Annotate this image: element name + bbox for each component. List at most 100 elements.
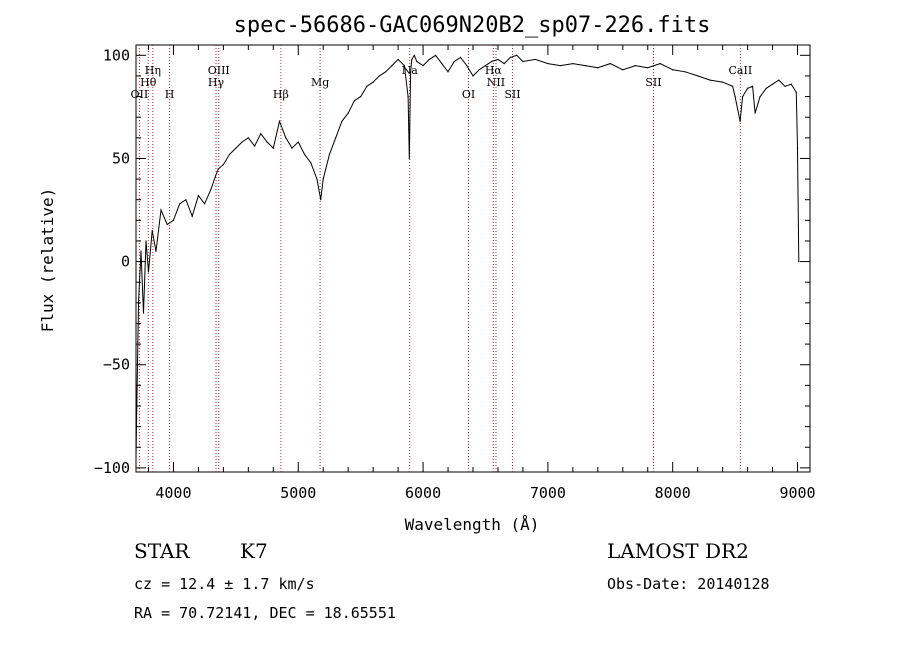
spectrum-point xyxy=(320,199,321,200)
spectrum-point xyxy=(185,199,186,200)
obs-date: Obs-Date: 20140128 xyxy=(607,575,770,593)
spectrum-point xyxy=(143,313,144,314)
spectrum-point xyxy=(647,67,648,68)
spectrum-point xyxy=(784,86,785,87)
y-axis-label: Flux (relative) xyxy=(38,188,57,333)
emission-line-label: Hα xyxy=(485,64,503,77)
spectrum-point xyxy=(759,96,760,97)
spectrum-point xyxy=(379,75,380,76)
spectrum-point xyxy=(491,61,492,62)
emission-line-label: OIII xyxy=(208,64,230,77)
object-class: STAR xyxy=(134,539,189,563)
x-tick-label: 6000 xyxy=(405,484,441,502)
spectrum-point xyxy=(210,189,211,190)
spectrum-point xyxy=(235,148,236,149)
spectrum-point xyxy=(472,75,473,76)
spectrum-point xyxy=(510,57,511,58)
spectrum-point xyxy=(298,141,299,142)
spectrum-point xyxy=(522,61,523,62)
spectrum-point xyxy=(535,59,536,60)
spectrum-point xyxy=(248,137,249,138)
spectrum-point xyxy=(560,65,561,66)
spectrum-point xyxy=(310,162,311,163)
spectrum-point xyxy=(622,69,623,70)
spectrum-point xyxy=(791,84,792,85)
spectrum-point xyxy=(335,137,336,138)
emission-line-label: OI xyxy=(462,88,475,101)
spectrum-point xyxy=(316,178,317,179)
spectrum-point xyxy=(504,63,505,64)
y-tick-label: 50 xyxy=(112,149,130,167)
spectrum-point xyxy=(218,168,219,169)
spectrum-point xyxy=(441,63,442,64)
spectrum-point xyxy=(373,82,374,83)
emission-line-label: Hβ xyxy=(273,88,289,101)
spectrum-point xyxy=(155,251,156,252)
spectrum-point xyxy=(198,195,199,196)
spectrum-point xyxy=(740,121,741,122)
spectrum-point xyxy=(323,178,324,179)
spectrum-point xyxy=(329,154,330,155)
spectrum-point xyxy=(391,65,392,66)
spectrum-point xyxy=(710,79,711,80)
spectrum-point xyxy=(279,121,280,122)
spectrum-point xyxy=(241,141,242,142)
spectrum-point xyxy=(354,100,355,101)
spectrum-point xyxy=(778,79,779,80)
spectrum-point xyxy=(140,251,141,252)
spectrum-point xyxy=(404,65,405,66)
emission-line-label: Hγ xyxy=(208,76,225,89)
spectrum-point xyxy=(497,59,498,60)
spectrum-point xyxy=(411,59,412,60)
spectrum-point xyxy=(416,61,417,62)
emission-line-label: Hη xyxy=(145,64,161,77)
spectrum-point xyxy=(291,148,292,149)
spectrum-point xyxy=(204,203,205,204)
x-tick-label: 9000 xyxy=(779,484,815,502)
spectrum-point xyxy=(742,96,743,97)
spectrum-point xyxy=(135,457,136,458)
spectrum-point xyxy=(254,145,255,146)
spectrum-point xyxy=(798,261,799,262)
spectrum-point xyxy=(597,67,598,68)
y-axis-ticks: −100 −50 0 50 100 xyxy=(94,46,810,477)
spectrum-point xyxy=(410,71,411,72)
x-tick-label: 4000 xyxy=(155,484,191,502)
spectrum-point xyxy=(223,164,224,165)
series-group xyxy=(135,55,799,458)
redshift-text: cz = 12.4 ± 1.7 km/s xyxy=(134,575,315,593)
spectrum-point xyxy=(148,271,149,272)
spectrum-point xyxy=(752,86,753,87)
emission-line-label: OII xyxy=(131,88,149,101)
y-tick-label: −50 xyxy=(103,356,130,374)
emission-line-label: SII xyxy=(504,88,520,101)
plot-frame xyxy=(136,45,810,472)
spectrum-point xyxy=(341,121,342,122)
spectrum-point xyxy=(152,230,153,231)
spectrum-point xyxy=(398,59,399,60)
spectrum-point xyxy=(447,71,448,72)
emission-line-label: SII xyxy=(645,76,661,89)
spectrum-point xyxy=(672,69,673,70)
spectrum-point xyxy=(407,96,408,97)
y-tick-label: 100 xyxy=(103,46,130,64)
spectrum-point xyxy=(547,63,548,64)
x-tick-label: 5000 xyxy=(280,484,316,502)
x-axis-ticks: 4000 5000 6000 7000 8000 9000 xyxy=(148,45,815,502)
spectrum-point xyxy=(266,141,267,142)
spectrum-point xyxy=(732,86,733,87)
spectrum-point xyxy=(414,55,415,56)
spectrum-point xyxy=(735,96,736,97)
spectrum-point xyxy=(516,55,517,56)
spectrum-point xyxy=(435,55,436,56)
spectrum-line xyxy=(136,55,799,457)
coordinates: RA = 70.72141, DEC = 18.65551 xyxy=(134,604,396,622)
spectrum-point xyxy=(273,148,274,149)
object-subclass: K7 xyxy=(240,539,268,563)
spectrum-point xyxy=(229,154,230,155)
spectrum-point xyxy=(409,158,410,159)
spectrum-point xyxy=(722,82,723,83)
spectrum-point xyxy=(572,63,573,64)
spectrum-point xyxy=(304,154,305,155)
